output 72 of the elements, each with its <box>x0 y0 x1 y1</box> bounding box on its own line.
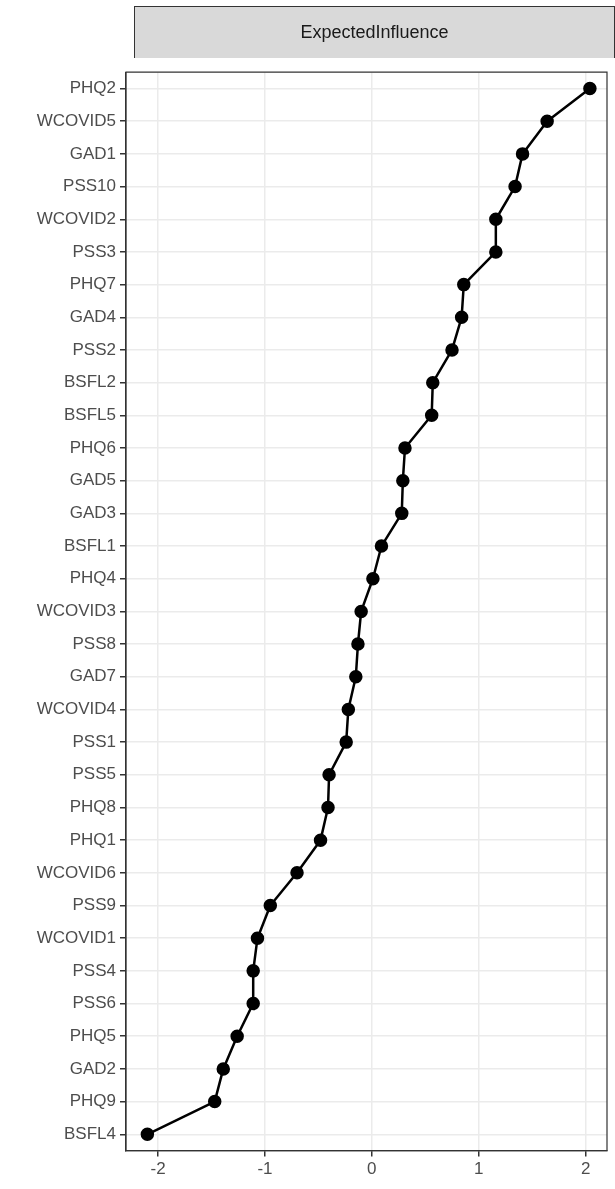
y-tick-label: GAD2 <box>69 1058 116 1078</box>
point <box>489 212 503 227</box>
point <box>457 277 471 292</box>
y-tick-label: BSFL5 <box>64 405 116 425</box>
point <box>216 1062 231 1076</box>
y-tick-label: GAD4 <box>69 306 116 326</box>
point <box>426 375 440 390</box>
point <box>454 310 469 325</box>
y-tick-label: GAD5 <box>69 470 116 490</box>
y-tick-label: PSS4 <box>72 960 116 980</box>
x-tick-label: -2 <box>150 1159 166 1179</box>
point <box>263 898 278 913</box>
y-tick-label: WCOVID5 <box>36 110 116 130</box>
y-tick-label: WCOVID1 <box>36 927 116 947</box>
y-tick-label: PSS2 <box>72 339 116 359</box>
y-tick-label: BSFL2 <box>64 372 116 392</box>
y-tick-label: PSS5 <box>72 764 116 784</box>
point <box>515 147 530 161</box>
point <box>313 833 328 847</box>
point <box>341 702 356 717</box>
point <box>489 245 503 259</box>
point <box>250 931 265 945</box>
y-tick-label: PSS8 <box>72 633 116 653</box>
point <box>246 996 260 1011</box>
point <box>374 539 389 553</box>
y-tick-label: PHQ5 <box>69 1025 116 1045</box>
y-tick-label: PHQ8 <box>69 797 116 817</box>
y-tick-label: GAD3 <box>69 503 116 523</box>
x-tick-label: -1 <box>257 1159 273 1179</box>
y-tick-label: WCOVID2 <box>36 208 116 228</box>
y-tick-label: PHQ9 <box>69 1091 116 1111</box>
y-tick-label: PSS1 <box>72 731 116 751</box>
point <box>230 1029 244 1043</box>
point <box>396 473 410 488</box>
point <box>322 768 336 782</box>
y-tick-label: PSS3 <box>72 241 116 261</box>
point <box>398 441 412 455</box>
y-tick-label: GAD1 <box>69 143 116 163</box>
y-tick-label: GAD7 <box>69 666 116 686</box>
point <box>349 670 363 684</box>
point <box>351 637 365 651</box>
y-tick-label: WCOVID3 <box>36 601 116 621</box>
point <box>508 179 522 194</box>
y-tick-label: PSS6 <box>72 993 116 1013</box>
point <box>540 114 554 128</box>
y-tick-label: PHQ2 <box>69 78 116 98</box>
point <box>366 571 380 586</box>
y-tick-label: PHQ6 <box>69 437 116 457</box>
x-tick-label: 2 <box>580 1159 591 1179</box>
point <box>424 408 439 423</box>
y-tick-label: PHQ4 <box>69 568 116 588</box>
x-tick-label: 0 <box>367 1159 377 1179</box>
point <box>583 81 597 96</box>
point <box>395 506 409 521</box>
y-tick-label: BSFL1 <box>64 535 116 555</box>
point <box>321 800 335 815</box>
y-tick-label: PSS10 <box>63 176 116 196</box>
point <box>207 1094 222 1109</box>
y-tick-label: WCOVID4 <box>36 699 116 719</box>
y-tick-label: PSS9 <box>72 895 116 915</box>
y-tick-label: PHQ1 <box>69 829 116 849</box>
point <box>290 866 304 880</box>
point <box>354 604 368 619</box>
y-tick-label: WCOVID6 <box>36 862 116 882</box>
point <box>445 343 459 357</box>
x-tick-label: 1 <box>474 1159 484 1179</box>
point <box>339 735 353 749</box>
y-tick-label: PHQ7 <box>69 274 116 294</box>
point <box>246 964 260 978</box>
point <box>140 1127 155 1142</box>
y-tick-label: BSFL4 <box>64 1123 116 1143</box>
chart-title: ExpectedInfluence <box>134 6 615 58</box>
